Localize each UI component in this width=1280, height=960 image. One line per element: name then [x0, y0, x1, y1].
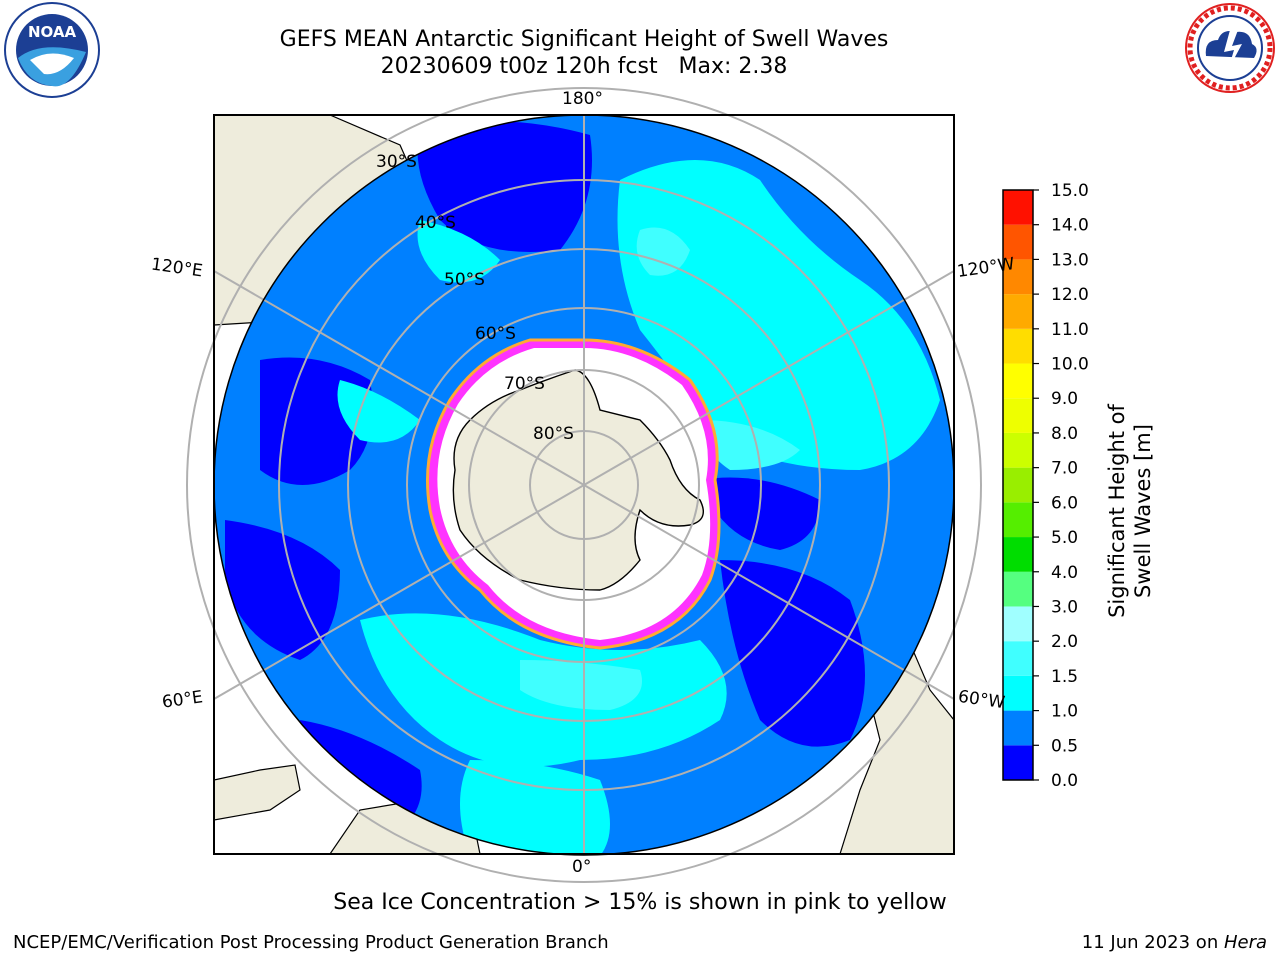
lon-label-bottom: 0°	[572, 857, 592, 877]
colorbar-swatch	[1003, 224, 1033, 260]
noaa-logo-text: NOAA	[28, 23, 77, 41]
colorbar-tick-label: 10.0	[1051, 355, 1089, 375]
map-frame	[213, 114, 955, 855]
colorbar-swatch	[1003, 745, 1033, 780]
colorbar-swatch	[1003, 432, 1033, 468]
colorbar-swatch	[1003, 259, 1033, 295]
colorbar-tick-label: 0.5	[1051, 736, 1078, 756]
colorbar-tick-label: 13.0	[1051, 250, 1089, 270]
colorbar-swatch	[1003, 675, 1033, 711]
colorbar-frame	[1002, 189, 1034, 781]
colorbar-tick-label: 3.0	[1051, 597, 1078, 617]
colorbar-swatch	[1003, 502, 1033, 538]
colorbar-tick-label: 1.0	[1051, 702, 1078, 722]
land-madagascar	[214, 764, 301, 821]
land-antarctica	[452, 369, 704, 591]
colorbar-swatch	[1003, 467, 1033, 503]
colorbar-tick-label: 11.0	[1051, 320, 1089, 340]
colorbar-tick-label: 1.5	[1051, 667, 1078, 687]
colorbar-tick-label: 2.0	[1051, 632, 1078, 652]
run-date-text: 11 Jun 2023 on	[1081, 932, 1224, 953]
noaa-logo-icon: NOAA	[4, 2, 100, 98]
colorbar-swatch	[1003, 328, 1033, 364]
colorbar-tick-label: 12.0	[1051, 285, 1089, 305]
lat-label-60: 60°S	[475, 324, 516, 344]
credit-text: NCEP/EMC/Verification Post Processing Pr…	[13, 932, 609, 953]
colorbar-swatch	[1003, 190, 1033, 225]
machine-name: Hera	[1223, 932, 1267, 953]
colorbar-tick-label: 9.0	[1051, 389, 1078, 409]
lat-label-30: 30°S	[376, 152, 417, 172]
colorbar: 0.0 0.5 1.0 1.5 2.0 3.0 4.0 5.0 6.0 7.0 8.0 9.0 10.0…	[1002, 181, 1089, 791]
graticule	[186, 87, 982, 883]
lat-label-80: 80°S	[533, 424, 574, 444]
colorbar-swatch	[1003, 537, 1033, 572]
colorbar-swatch	[1003, 294, 1033, 329]
colorbar-title: Significant Height of Swell Waves [m]	[1105, 404, 1155, 618]
nws-logo-icon	[1185, 3, 1275, 93]
map-subtitle: 20230609 t00z 120h fcst Max: 2.38	[380, 54, 788, 79]
lat-label-40: 40°S	[415, 213, 456, 233]
colorbar-tick-label: 8.0	[1051, 424, 1078, 444]
colorbar-swatch	[1003, 606, 1033, 642]
sea-ice-note: Sea Ice Concentration > 15% is shown in …	[333, 890, 947, 915]
colorbar-tick-label: 5.0	[1051, 528, 1078, 548]
colorbar-tick-label: 0.0	[1051, 771, 1078, 791]
run-date: 11 Jun 2023 on Hera	[1082, 932, 1267, 953]
colorbar-swatch	[1003, 398, 1033, 433]
lat-label-50: 50°S	[444, 270, 485, 290]
colorbar-swatch	[1003, 710, 1033, 746]
colorbar-tick-label: 7.0	[1051, 459, 1078, 479]
colorbar-swatch	[1003, 363, 1033, 399]
colorbar-tick-label: 4.0	[1051, 563, 1078, 583]
colorbar-tick-label: 15.0	[1051, 181, 1089, 201]
lat-label-70: 70°S	[504, 374, 545, 394]
colorbar-swatch	[1003, 641, 1033, 676]
map-title: GEFS MEAN Antarctic Significant Height o…	[279, 27, 889, 52]
colorbar-tick-label: 6.0	[1051, 493, 1078, 513]
colorbar-tick-label: 14.0	[1051, 216, 1089, 236]
sea-ice-and-antarctica	[426, 338, 721, 650]
colorbar-swatch	[1003, 571, 1033, 607]
lon-label-top: 180°	[562, 89, 603, 109]
